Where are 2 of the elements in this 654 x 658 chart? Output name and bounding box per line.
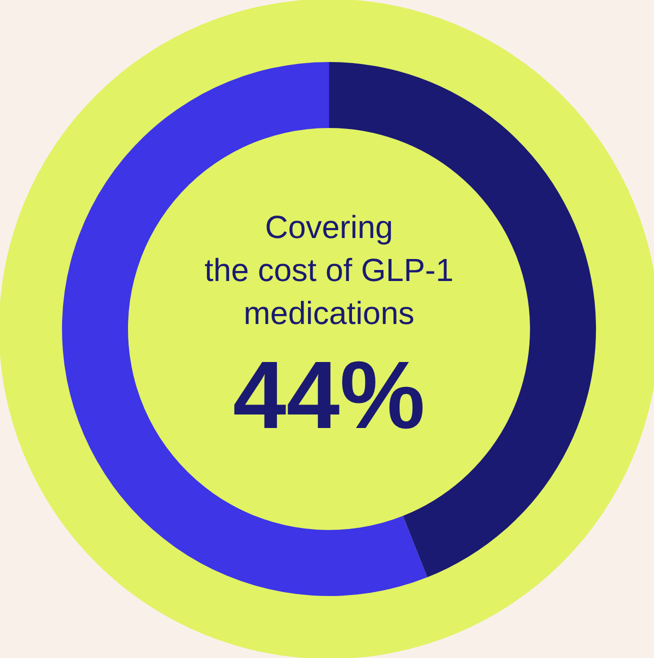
text: Covering the cost of GLP-1 medications [204, 209, 454, 331]
text: 44% [232, 342, 426, 449]
